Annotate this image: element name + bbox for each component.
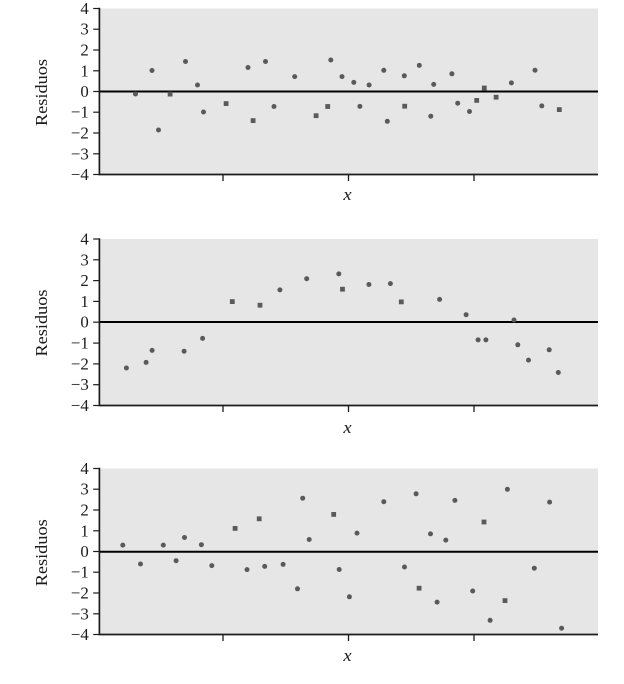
svg-text:0: 0 <box>80 82 88 101</box>
svg-text:x: x <box>342 418 352 437</box>
svg-text:2: 2 <box>80 41 88 60</box>
svg-text:0: 0 <box>80 542 88 561</box>
svg-text:1: 1 <box>80 521 88 540</box>
svg-text:Residuos: Residuos <box>32 59 51 126</box>
svg-text:−3: −3 <box>71 144 89 163</box>
svg-text:x: x <box>342 185 352 204</box>
svg-text:3: 3 <box>80 250 88 269</box>
svg-text:1: 1 <box>80 292 88 311</box>
svg-text:−4: −4 <box>71 396 89 415</box>
svg-text:0: 0 <box>80 313 88 332</box>
svg-text:4: 4 <box>80 0 89 18</box>
svg-text:−2: −2 <box>71 584 89 603</box>
svg-text:−1: −1 <box>71 103 89 122</box>
svg-text:Residuos: Residuos <box>32 519 51 586</box>
svg-text:−4: −4 <box>71 165 89 184</box>
svg-text:2: 2 <box>80 501 88 520</box>
svg-text:−3: −3 <box>71 604 89 623</box>
svg-text:−3: −3 <box>71 375 89 394</box>
svg-text:4: 4 <box>80 459 89 478</box>
svg-text:x: x <box>342 646 352 665</box>
svg-text:1: 1 <box>80 61 88 80</box>
svg-text:4: 4 <box>80 230 89 249</box>
svg-text:2: 2 <box>80 271 88 290</box>
svg-text:3: 3 <box>80 480 88 499</box>
svg-text:−2: −2 <box>71 124 89 143</box>
svg-text:3: 3 <box>80 20 88 39</box>
svg-text:Residuos: Residuos <box>32 290 51 357</box>
svg-text:−4: −4 <box>71 625 89 644</box>
svg-text:−1: −1 <box>71 334 89 353</box>
svg-text:−2: −2 <box>71 354 89 373</box>
svg-text:−1: −1 <box>71 563 89 582</box>
